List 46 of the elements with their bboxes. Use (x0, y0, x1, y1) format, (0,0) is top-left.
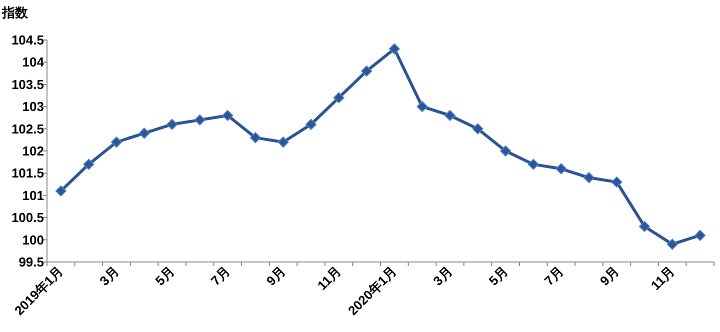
point (333, 92, 344, 104)
y-axis-title: 指数 (1, 5, 29, 20)
y-tick-label: 101.5 (11, 166, 44, 181)
point (361, 66, 372, 77)
x-tick-label: 3月 (430, 264, 456, 288)
x-tick-label: 5月 (486, 264, 511, 288)
point (416, 101, 428, 112)
point (83, 158, 94, 170)
x-tick-label: 11月 (314, 264, 344, 294)
point (166, 118, 178, 130)
point (388, 43, 400, 54)
point (556, 163, 567, 174)
point (583, 172, 594, 184)
point (306, 118, 317, 130)
point (694, 230, 706, 241)
y-tick-label: 104 (22, 54, 45, 70)
y-tick-label: 100 (22, 232, 44, 248)
x-tick-label: 9月 (596, 264, 622, 288)
y-tick-label: 99.5 (18, 254, 44, 270)
x-tick-label: 7月 (541, 264, 566, 288)
point (666, 238, 678, 250)
y-tick-label: 104.5 (11, 32, 44, 48)
x-tick-label: 9月 (263, 264, 288, 288)
y-tick-label: 103 (22, 99, 44, 114)
point (500, 146, 512, 156)
point (250, 132, 261, 144)
x-tick-label: 7月 (208, 264, 233, 288)
y-tick-label: 102.5 (11, 121, 44, 136)
point (611, 176, 622, 188)
point (639, 220, 650, 232)
point (138, 128, 150, 139)
x-tick-label: 3月 (96, 264, 122, 288)
y-tick-label: 100.5 (11, 210, 44, 226)
point (55, 185, 66, 196)
point (472, 123, 484, 134)
y-tick-label: 101 (22, 188, 44, 203)
x-tick-label: 5月 (152, 264, 178, 288)
point (278, 136, 289, 148)
point (110, 136, 122, 148)
x-tick-label: 11月 (648, 264, 678, 294)
y-tick-label: 102 (22, 144, 44, 158)
y-tick-label: 103.5 (11, 76, 44, 92)
point (444, 110, 456, 121)
point (222, 110, 234, 121)
point (194, 114, 206, 126)
point (528, 158, 539, 170)
